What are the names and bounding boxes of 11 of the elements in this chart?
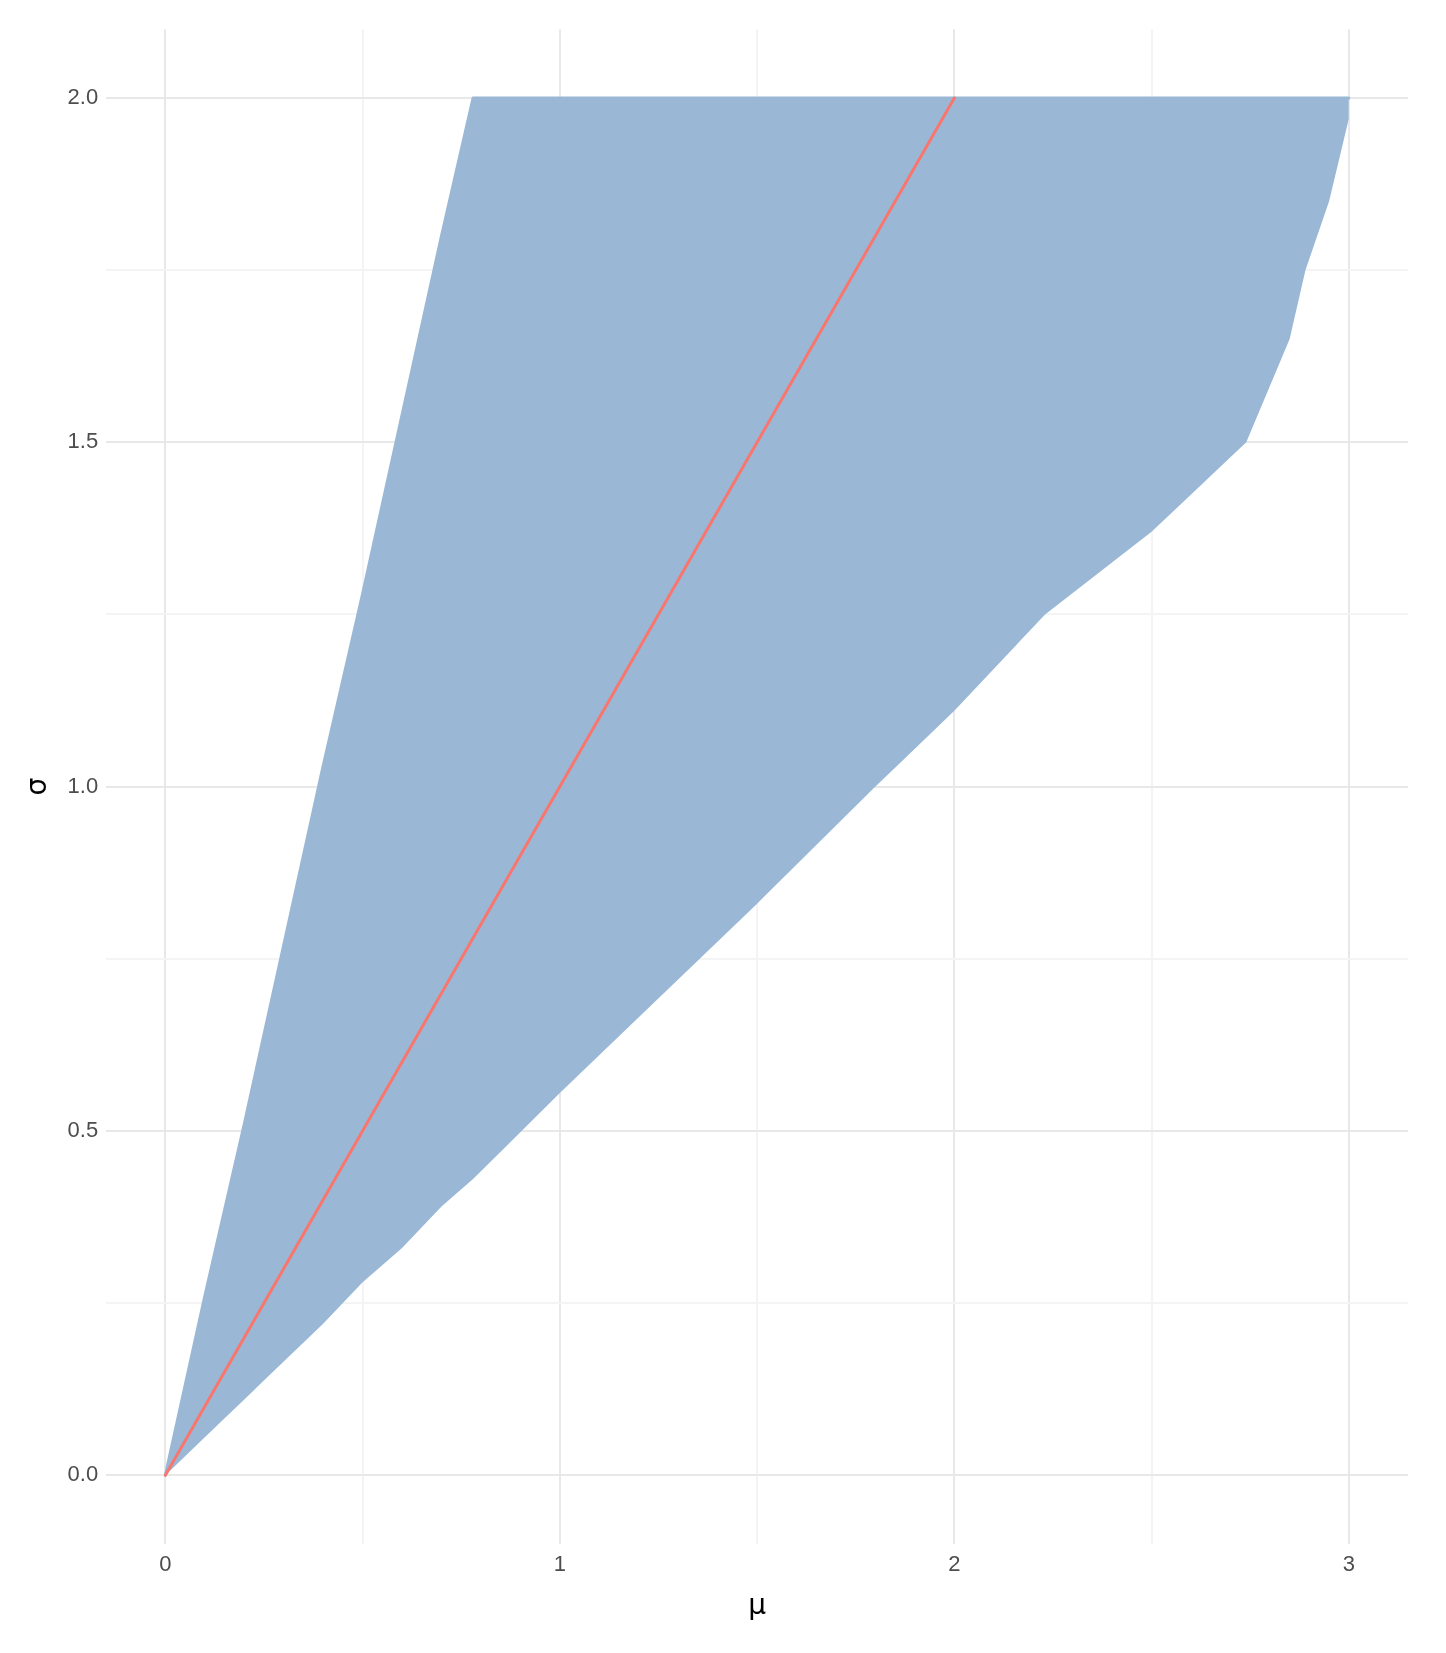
x-axis-title: μ	[748, 1588, 767, 1622]
y-tick-label: 0.5	[67, 1116, 99, 1142]
x-tick-label: 3	[1342, 1551, 1355, 1577]
x-tick-label: 0	[159, 1551, 172, 1577]
y-axis-title: σ	[20, 777, 54, 796]
x-tick-label: 2	[948, 1551, 961, 1577]
y-tick-label: 2.0	[67, 84, 99, 110]
x-tick-label: 1	[553, 1551, 566, 1577]
y-tick-label: 1.5	[67, 428, 99, 454]
y-tick-label: 0.0	[67, 1461, 99, 1487]
y-tick-label: 1.0	[67, 772, 99, 798]
